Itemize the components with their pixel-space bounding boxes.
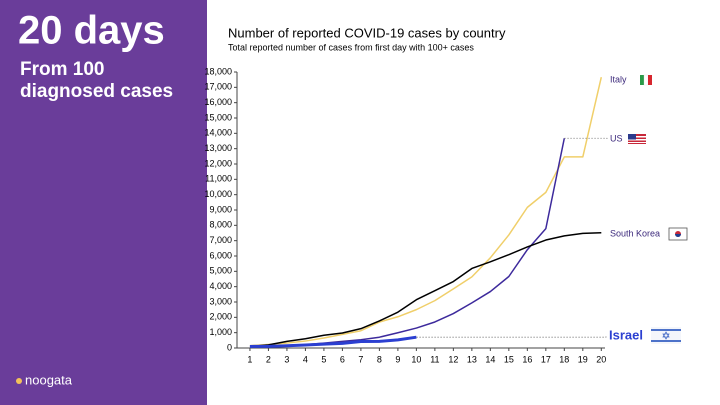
x-tick-label: 20 [596, 354, 606, 364]
y-tick-label: 13,000 [204, 143, 232, 153]
logo: noogata [25, 372, 73, 387]
legend-label: Italy [610, 74, 627, 84]
y-tick-label: 2,000 [209, 312, 232, 322]
y-tick-label: 12,000 [204, 158, 232, 168]
x-tick-label: 9 [395, 354, 400, 364]
flag-italy [640, 74, 652, 86]
side-panel [0, 0, 207, 405]
flag-korea [668, 227, 688, 241]
y-tick-label: 3,000 [209, 296, 232, 306]
flag-us [628, 134, 646, 144]
subline: diagnosed cases [20, 81, 173, 102]
series-line [249, 77, 603, 347]
y-tick-label: 5,000 [209, 266, 232, 276]
series-line [249, 335, 417, 348]
flag-israel [651, 327, 681, 344]
x-tick-label: 12 [448, 354, 458, 364]
x-tick-label: 18 [559, 354, 569, 364]
x-tick-label: 17 [541, 354, 551, 364]
leader-line [416, 336, 607, 338]
y-tick-label: 11,000 [205, 174, 232, 184]
y-tick-label: 17,000 [204, 82, 232, 92]
y-tick-label: 14,000 [204, 128, 232, 138]
x-tick-label: 5 [321, 354, 326, 364]
y-tick-label: 7,000 [209, 235, 232, 245]
y-tick-label: 18,000 [204, 66, 232, 76]
x-tick-label: 10 [411, 354, 421, 364]
x-tick-label: 16 [522, 354, 532, 364]
y-tick-label: 1,000 [209, 327, 232, 337]
x-tick-label: 11 [430, 354, 439, 364]
x-tick-label: 6 [340, 354, 345, 364]
headline: 20 days [18, 9, 165, 53]
logo-dot [16, 378, 22, 384]
chart-subtitle: Total reported number of cases from firs… [228, 42, 474, 52]
y-tick-label: 4,000 [209, 281, 232, 291]
legend-label: South Korea [610, 228, 660, 238]
y-tick-label: 15,000 [204, 112, 232, 122]
x-tick-label: 3 [284, 354, 289, 364]
x-tick-label: 2 [266, 354, 271, 364]
x-tick-label: 19 [578, 354, 588, 364]
y-tick-label: 8,000 [209, 220, 232, 230]
leader-line [564, 137, 608, 139]
y-tick-label: 9,000 [209, 204, 232, 214]
x-tick-label: 14 [485, 354, 495, 364]
y-tick-label: 16,000 [204, 97, 232, 107]
y-tick-label: 10,000 [204, 189, 232, 199]
series-line [249, 232, 602, 348]
x-tick-label: 13 [467, 354, 477, 364]
x-tick-label: 1 [247, 354, 252, 364]
x-tick-label: 8 [377, 354, 382, 364]
x-tick-label: 15 [504, 354, 514, 364]
chart-title: Number of reported COVID-19 cases by cou… [228, 25, 506, 40]
legend-label: US [610, 133, 623, 143]
x-tick-label: 7 [358, 354, 363, 364]
legend-label: Israel [609, 327, 643, 342]
y-tick-label: 0 [227, 342, 232, 352]
x-tick-label: 4 [303, 354, 308, 364]
y-tick-label: 6,000 [209, 250, 232, 260]
subline: From 100 [20, 59, 104, 80]
